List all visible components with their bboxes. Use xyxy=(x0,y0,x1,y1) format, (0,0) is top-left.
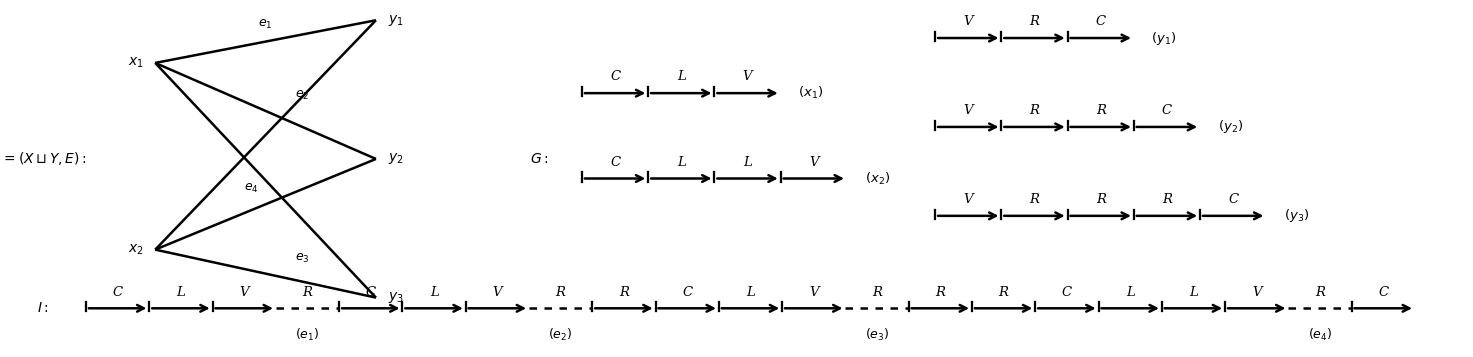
Text: R: R xyxy=(1315,286,1326,299)
Text: R: R xyxy=(619,286,629,299)
Text: C: C xyxy=(112,286,122,299)
Text: $x_2$: $x_2$ xyxy=(128,242,143,257)
Text: L: L xyxy=(678,70,686,83)
Text: V: V xyxy=(809,156,819,169)
Text: R: R xyxy=(555,286,566,299)
Text: $x_1$: $x_1$ xyxy=(128,56,143,70)
Text: L: L xyxy=(430,286,439,299)
Text: V: V xyxy=(742,70,753,83)
Text: C: C xyxy=(610,156,620,169)
Text: C: C xyxy=(1379,286,1389,299)
Text: $(y_2)$: $(y_2)$ xyxy=(1218,119,1243,135)
Text: $e_3$: $e_3$ xyxy=(295,252,309,265)
Text: V: V xyxy=(492,286,502,299)
Text: L: L xyxy=(1189,286,1198,299)
Text: $(e_2)$: $(e_2)$ xyxy=(548,327,573,343)
Text: V: V xyxy=(963,104,974,117)
Text: L: L xyxy=(177,286,186,299)
Text: C: C xyxy=(1228,193,1239,206)
Text: R: R xyxy=(1030,104,1040,117)
Text: $I:$: $I:$ xyxy=(37,301,49,315)
Text: L: L xyxy=(747,286,754,299)
Text: $(e_3)$: $(e_3)$ xyxy=(865,327,890,343)
Text: L: L xyxy=(678,156,686,169)
Text: R: R xyxy=(935,286,946,299)
Text: R: R xyxy=(302,286,312,299)
Text: $y_2$: $y_2$ xyxy=(387,151,404,166)
Text: C: C xyxy=(682,286,692,299)
Text: C: C xyxy=(1062,286,1072,299)
Text: L: L xyxy=(744,156,751,169)
Text: V: V xyxy=(963,15,974,28)
Text: R: R xyxy=(872,286,882,299)
Text: C: C xyxy=(1096,15,1106,28)
Text: $e_4$: $e_4$ xyxy=(243,182,258,195)
Text: $y_3$: $y_3$ xyxy=(387,290,404,305)
Text: L: L xyxy=(1125,286,1134,299)
Text: V: V xyxy=(240,286,249,299)
Text: R: R xyxy=(1096,104,1106,117)
Text: $G:$: $G:$ xyxy=(530,152,549,166)
Text: $(y_1)$: $(y_1)$ xyxy=(1152,30,1177,46)
Text: C: C xyxy=(365,286,376,299)
Text: V: V xyxy=(809,286,819,299)
Text: V: V xyxy=(1252,286,1261,299)
Text: $e_1$: $e_1$ xyxy=(258,18,273,31)
Text: C: C xyxy=(1162,104,1173,117)
Text: R: R xyxy=(1162,193,1173,206)
Text: $(y_3)$: $(y_3)$ xyxy=(1284,207,1309,224)
Text: $y_1$: $y_1$ xyxy=(387,13,404,28)
Text: R: R xyxy=(1030,193,1040,206)
Text: $(e_1)$: $(e_1)$ xyxy=(296,327,320,343)
Text: R: R xyxy=(1030,15,1040,28)
Text: V: V xyxy=(963,193,974,206)
Text: $(e_4)$: $(e_4)$ xyxy=(1308,327,1332,343)
Text: $(x_1)$: $(x_1)$ xyxy=(798,85,823,101)
Text: R: R xyxy=(1096,193,1106,206)
Text: $= (X \sqcup Y, E):$: $= (X \sqcup Y, E):$ xyxy=(0,150,87,167)
Text: C: C xyxy=(610,70,620,83)
Text: $(x_2)$: $(x_2)$ xyxy=(865,170,890,187)
Text: $e_2$: $e_2$ xyxy=(295,89,309,102)
Text: R: R xyxy=(999,286,1009,299)
